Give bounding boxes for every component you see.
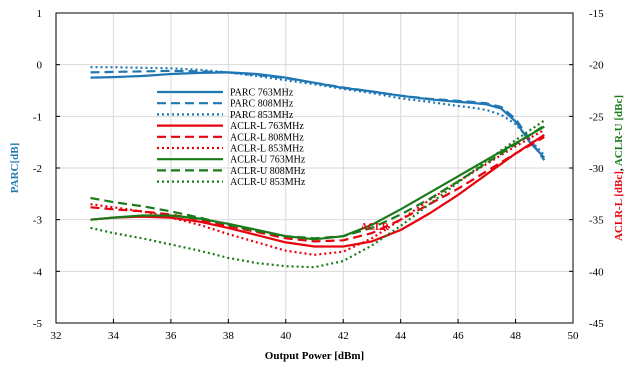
x-tick-label: 42: [338, 330, 349, 342]
series-line-parc-808mhz: [90, 69, 546, 161]
x-tick-label: 40: [280, 330, 292, 342]
x-tick-label: 44: [395, 330, 407, 342]
legend-label: ACLR-L 763MHz: [230, 121, 304, 132]
y-tick-label-right: -30: [589, 163, 604, 175]
series-line-aclr-l-763mhz: [90, 133, 545, 248]
x-tick-label: 38: [223, 330, 235, 342]
y-tick-label-left: -1: [33, 111, 42, 123]
y-tick-label-right: -25: [589, 111, 604, 123]
x-tick-label: 46: [453, 330, 465, 342]
series-line-parc-853mhz: [90, 66, 546, 156]
y-tick-label-right: -40: [589, 266, 604, 278]
y-tick-label-left: 0: [37, 60, 43, 72]
x-axis-label: Output Power [dBm]: [265, 350, 364, 362]
y-tick-label-left: -5: [33, 318, 43, 330]
legend-label: ACLR-U 808MHz: [230, 166, 306, 177]
y-tick-label-right: -45: [589, 318, 604, 330]
y-axis-label-right-aclr-u: ACLR-U [dBc]: [613, 95, 625, 166]
legend-label: PARC 853MHz: [230, 110, 294, 121]
series-line-aclr-l-808mhz: [90, 136, 545, 243]
y-tick-label-left: -4: [33, 266, 43, 278]
legend-label: ACLR-U 763MHz: [230, 155, 306, 166]
x-tick-label: 36: [165, 330, 177, 342]
legend-label: ACLR-L 808MHz: [230, 132, 304, 143]
legend-label: ACLR-L 853MHz: [230, 144, 304, 155]
y-axis-label-left: PARC[dB]: [9, 143, 21, 194]
ticks: 32 34 36 38 40 42 44 46 48 50 -5 -4 -3 -2 -1 0 1 -45 -40 -3…: [33, 8, 604, 342]
legend-label: ACLR-U 853MHz: [230, 177, 306, 188]
y-tick-label-left: -2: [33, 163, 42, 175]
y-axis-label-right-aclr-l: ACLR-L [dBc]: [613, 171, 625, 241]
legend-label: PARC 808MHz: [230, 99, 294, 110]
y-tick-label-left: -3: [33, 215, 43, 227]
grid: [56, 13, 573, 323]
y-tick-label-left: 1: [37, 8, 43, 20]
x-tick-label: 32: [51, 330, 62, 342]
annotations: PARCACLR: [361, 222, 390, 233]
x-tick-label: 48: [510, 330, 522, 342]
y-tick-label-right: -15: [589, 8, 604, 20]
y-axis-label-right: ACLR-L [dBc], ACLR-U [dBc]: [613, 95, 625, 241]
legend-label: PARC 763MHz: [230, 88, 294, 99]
annotation-aclr: ACLR: [361, 222, 390, 233]
series-line-aclr-u-853mhz: [90, 119, 545, 269]
x-tick-label: 34: [108, 330, 120, 342]
y-axis-label-right-sep: ,: [613, 166, 625, 171]
y-tick-label-right: -20: [589, 60, 604, 72]
y-tick-label-right: -35: [589, 215, 604, 227]
series-line-aclr-u-808mhz: [90, 124, 545, 240]
series-group: [90, 66, 546, 269]
x-tick-label: 50: [568, 330, 580, 342]
